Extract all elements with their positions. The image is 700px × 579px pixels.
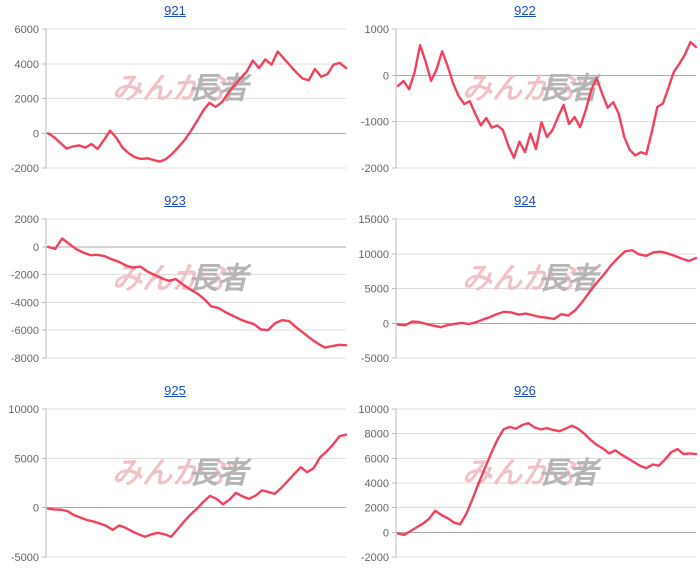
chart-panel-921: 921 6000 4000 2000 0 -2000 みんかぶ 長者 bbox=[0, 0, 350, 190]
plot-area-926: 10000 8000 6000 4000 2000 0 -2000 みんかぶ 長者 bbox=[350, 401, 700, 563]
y-axis-tick-label: 15000 bbox=[358, 214, 389, 226]
y-axis-tick-label: -2000 bbox=[361, 552, 389, 563]
watermark-text-primary: みんかぶ bbox=[112, 456, 236, 491]
chart-panel-925: 925 10000 5000 0 -5000 みんかぶ 長者 bbox=[0, 380, 350, 579]
plot-area-925: 10000 5000 0 -5000 みんかぶ 長者 bbox=[0, 401, 350, 563]
y-axis-tick-label: 2000 bbox=[15, 214, 39, 226]
y-axis-tick-label: -5000 bbox=[11, 552, 39, 563]
y-axis-tick-label: -4000 bbox=[11, 297, 39, 309]
y-axis-tick-label: 0 bbox=[33, 128, 39, 140]
chart-title-link-926[interactable]: 926 bbox=[514, 383, 536, 398]
y-axis-tick-label: 5000 bbox=[15, 453, 39, 465]
plot-area-923: 2000 0 -2000 -4000 -6000 -8000 みんかぶ 長者 bbox=[0, 211, 350, 364]
series-line-924 bbox=[396, 249, 698, 329]
plot-area-924: 15000 10000 5000 0 -5000 みんかぶ 長者 bbox=[350, 211, 700, 364]
series-line-923 bbox=[46, 237, 348, 349]
y-axis-tick-label: -1000 bbox=[361, 117, 389, 129]
series-line-922 bbox=[396, 40, 698, 160]
watermark-text-secondary: 長者 bbox=[538, 262, 602, 297]
chart-panel-922: 922 1000 0 -1000 -2000 みんかぶ 長者 bbox=[350, 0, 700, 190]
series-line-921 bbox=[46, 50, 348, 163]
chart-title-link-922[interactable]: 922 bbox=[514, 3, 536, 18]
chart-panel-926: 926 10000 8000 6000 4000 2000 0 -2000 みんかぶ 長者 bbox=[350, 380, 700, 579]
chart-title-link-923[interactable]: 923 bbox=[164, 193, 186, 208]
y-axis-tick-label: -8000 bbox=[11, 353, 39, 364]
y-axis-tick-label: -6000 bbox=[11, 325, 39, 337]
y-axis-tick-label: 10000 bbox=[358, 249, 389, 261]
y-axis-tick-label: 5000 bbox=[365, 284, 389, 296]
y-axis-tick-label: 2000 bbox=[365, 503, 389, 515]
y-axis-tick-label: 6000 bbox=[15, 24, 39, 36]
y-axis-tick-label: 10000 bbox=[8, 404, 39, 416]
y-axis-tick-label: 8000 bbox=[365, 429, 389, 441]
plot-area-921: 6000 4000 2000 0 -2000 みんかぶ 長者 bbox=[0, 21, 350, 174]
chart-title-link-924[interactable]: 924 bbox=[514, 193, 536, 208]
y-axis-tick-label: -2000 bbox=[11, 270, 39, 282]
chart-title-link-925[interactable]: 925 bbox=[164, 383, 186, 398]
y-axis-tick-label: 1000 bbox=[365, 24, 389, 36]
y-axis-tick-label: 0 bbox=[33, 503, 39, 515]
watermark-text-primary: みんかぶ bbox=[462, 262, 586, 297]
y-axis-tick-label: 0 bbox=[383, 318, 389, 330]
chart-title-link-921[interactable]: 921 bbox=[164, 3, 186, 18]
y-axis-tick-label: 6000 bbox=[365, 453, 389, 465]
series-line-926 bbox=[396, 421, 698, 537]
y-axis-tick-label: -2000 bbox=[361, 163, 389, 174]
watermark-text-primary: みんかぶ bbox=[112, 72, 236, 107]
chart-panel-924: 924 15000 10000 5000 0 -5000 みんかぶ 長者 bbox=[350, 190, 700, 380]
watermark-text-secondary: 長者 bbox=[188, 262, 252, 297]
y-axis-tick-label: 0 bbox=[33, 242, 39, 254]
y-axis-tick-label: 10000 bbox=[358, 404, 389, 416]
plot-area-922: 1000 0 -1000 -2000 みんかぶ 長者 bbox=[350, 21, 700, 174]
watermark-text-secondary: 長者 bbox=[538, 456, 602, 491]
y-axis-tick-label: 0 bbox=[383, 70, 389, 82]
y-axis-tick-label: -2000 bbox=[11, 163, 39, 174]
watermark-text-secondary: 長者 bbox=[188, 456, 252, 491]
y-axis-tick-label: 4000 bbox=[15, 59, 39, 71]
chart-panel-923: 923 2000 0 -2000 -4000 -6000 -8000 みんかぶ 長者 bbox=[0, 190, 350, 380]
series-line-925 bbox=[46, 433, 348, 538]
y-axis-tick-label: 4000 bbox=[365, 478, 389, 490]
watermark-text-primary: みんかぶ bbox=[462, 72, 586, 107]
y-axis-tick-label: 2000 bbox=[15, 94, 39, 106]
y-axis-tick-label: -5000 bbox=[361, 353, 389, 364]
y-axis-tick-label: 0 bbox=[383, 527, 389, 539]
